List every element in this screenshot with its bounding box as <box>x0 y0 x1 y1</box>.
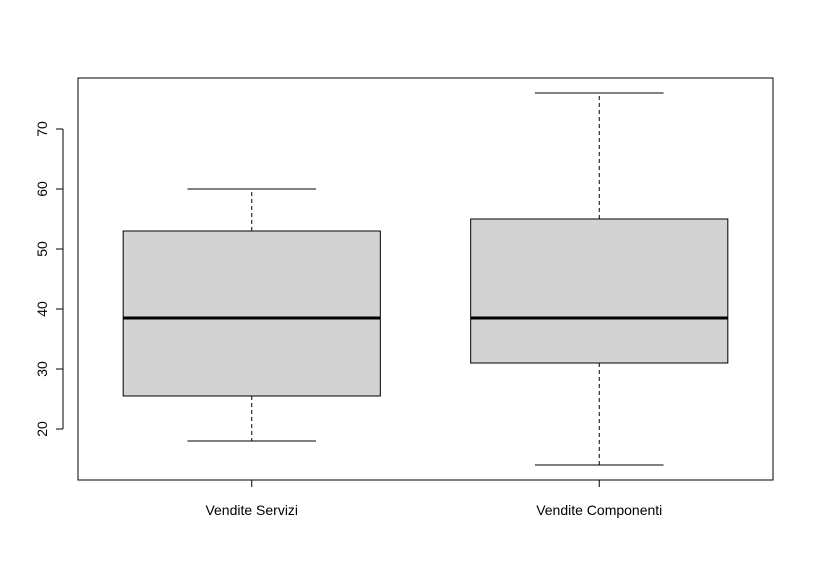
y-axis: 20 30 40 50 60 70 <box>34 121 64 437</box>
iqr-box <box>122 230 381 397</box>
x-tick-label: Vendite Servizi <box>205 502 298 518</box>
y-tick-label: 70 <box>34 121 50 137</box>
y-tick-label: 30 <box>34 361 50 377</box>
boxes <box>122 92 729 466</box>
x-tick-label: Vendite Componenti <box>536 502 662 518</box>
y-tick-label: 20 <box>34 421 50 437</box>
box-1 <box>122 188 381 442</box>
y-tick-label: 60 <box>34 181 50 197</box>
x-axis: Vendite Servizi Vendite Componenti <box>205 479 662 518</box>
y-tick-label: 40 <box>34 301 50 317</box>
y-tick-label: 50 <box>34 241 50 257</box>
iqr-box <box>470 218 729 364</box>
box-2 <box>470 92 729 466</box>
